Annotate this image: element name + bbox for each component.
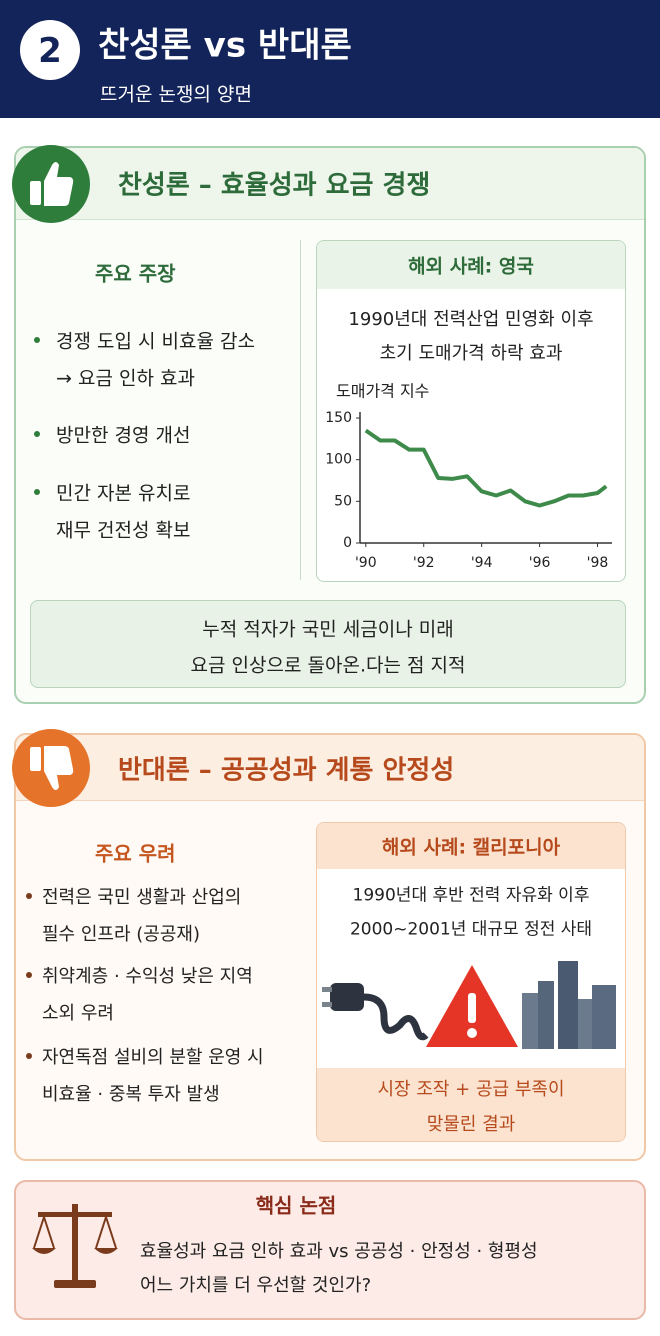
ca-result: 시장 조작 + 공급 부족이 — [377, 1079, 565, 1100]
uk-case-title: 해외 사례: 영국 — [408, 255, 534, 278]
concerns-title: 주요 우려 — [95, 841, 176, 866]
pro-note: 누적 적자가 국민 세금이나 미래 — [202, 618, 454, 641]
ca-result-band — [317, 1068, 625, 1141]
divider — [300, 240, 301, 580]
y-axis-label: 도매가격 지수 — [336, 382, 429, 401]
list-line: 방만한 경영 개선 — [56, 424, 191, 447]
price-chart: 도매가격 지수 0 50 100 150 '90 '92 '94 '96 '98 — [325, 382, 612, 571]
x-tick-label: '94 — [471, 555, 493, 571]
claims-title: 주요 주장 — [95, 261, 176, 286]
bullet — [34, 489, 40, 495]
bullet — [26, 1053, 32, 1059]
list-line: 경쟁 도입 시 비효율 감소 — [56, 330, 255, 353]
uk-case-text: 1990년대 전력산업 민영화 이후 — [348, 309, 594, 330]
list-line: 전력은 국민 생활과 산업의 — [42, 887, 242, 908]
header — [0, 0, 660, 118]
pro-note: 요금 인상으로 돌아온.다는 점 지적 — [190, 654, 466, 677]
x-tick-label: '90 — [355, 555, 377, 571]
y-tick-label: 150 — [325, 410, 352, 426]
x-tick-label: '92 — [413, 555, 435, 571]
page-subtitle: 뜨거운 논쟁의 양면 — [100, 83, 252, 106]
y-tick-label: 50 — [334, 493, 352, 509]
ca-case-text: 1990년대 후반 전력 자유화 이후 — [352, 885, 590, 906]
pro-note-box — [30, 600, 626, 688]
y-tick-label: 0 — [343, 535, 352, 551]
key-card — [14, 1180, 646, 1320]
section-number: 2 — [38, 31, 62, 71]
list-line: 필수 인프라 (공공재) — [42, 924, 200, 945]
key-title: 핵심 논점 — [255, 1193, 337, 1218]
con-title: 반대론 – 공공성과 계통 안정성 — [118, 755, 455, 786]
bullet — [34, 431, 40, 437]
list-line: 비효율 · 중복 투자 발생 — [42, 1084, 220, 1105]
bullet — [26, 972, 32, 978]
blackout-illustration — [322, 961, 616, 1049]
thumbs-down-icon — [12, 729, 90, 807]
bullet — [34, 337, 40, 343]
ca-case-title: 해외 사례: 캘리포니아 — [381, 836, 561, 859]
ca-case-header — [317, 823, 625, 869]
list-line: 재무 건전성 확보 — [56, 519, 191, 542]
list-line: 취약계층 · 수익성 낮은 지역 — [42, 966, 253, 987]
list-line: 소외 우려 — [42, 1003, 114, 1024]
scales-icon — [32, 1204, 118, 1288]
pro-header — [16, 148, 644, 220]
ca-result: 맞물린 결과 — [426, 1114, 516, 1135]
uk-case-header — [317, 241, 625, 289]
pro-title: 찬성론 – 효율성과 요금 경쟁 — [118, 170, 431, 201]
list-line: → 요금 인하 효과 — [56, 367, 195, 390]
number-badge — [20, 20, 80, 80]
data-line — [364, 428, 608, 508]
thumbs-up-icon — [12, 145, 90, 223]
con-header — [16, 735, 644, 801]
list-line: 자연독점 설비의 분할 운영 시 — [42, 1047, 264, 1068]
bullet — [26, 893, 32, 899]
page-title: 찬성론 vs 반대론 — [98, 25, 352, 66]
y-tick-label: 100 — [325, 452, 352, 468]
list-line: 민간 자본 유치로 — [56, 482, 191, 505]
ca-case-text: 2000~2001년 대규모 정전 사태 — [349, 919, 593, 940]
x-tick-label: '96 — [529, 555, 551, 571]
key-text: 어느 가치를 더 우선할 것인가? — [140, 1275, 372, 1296]
key-text: 효율성과 요금 인하 효과 vs 공공성 · 안정성 · 형평성 — [140, 1241, 538, 1262]
x-tick-label: '98 — [587, 555, 609, 571]
uk-case-box — [316, 240, 626, 582]
uk-case-text: 초기 도매가격 하락 효과 — [379, 343, 563, 364]
